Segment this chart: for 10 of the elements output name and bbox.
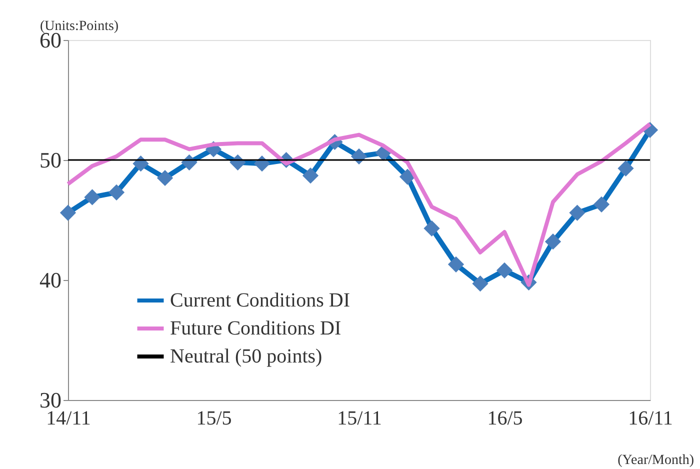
legend-label: Current Conditions DI (170, 290, 350, 312)
y-tick-label: 40 (40, 268, 62, 292)
text: (Year/Month) (618, 453, 694, 468)
x-tick-label: 16/5 (487, 408, 523, 430)
x-tick-label: 16/11 (628, 408, 673, 430)
x-tick-label: 15/11 (337, 408, 382, 430)
y-tick-label: 50 (40, 148, 62, 172)
legend-label: Future Conditions DI (170, 318, 342, 340)
x-tick-label: 15/5 (196, 408, 232, 430)
legend-label: Neutral (50 points) (170, 346, 322, 368)
